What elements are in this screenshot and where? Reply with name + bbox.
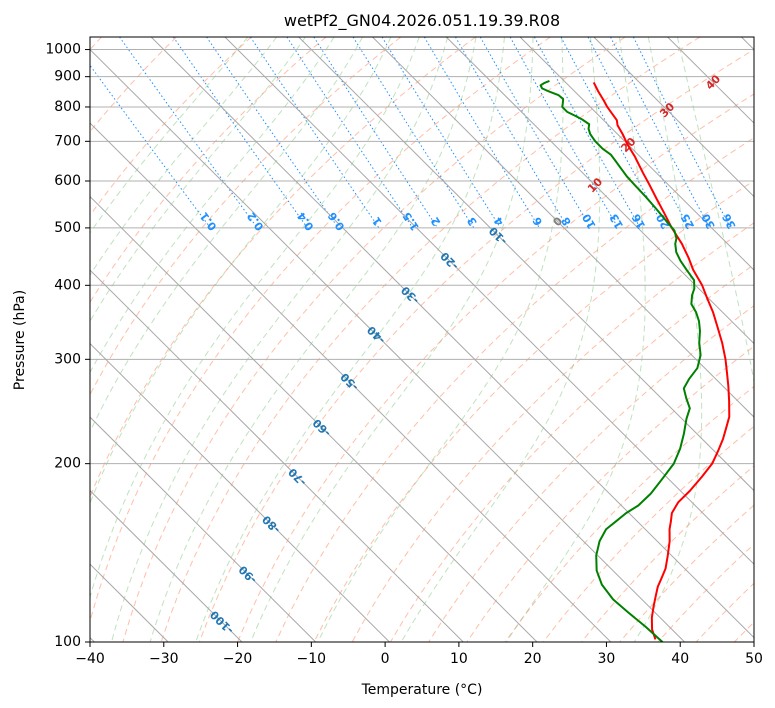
mixing-ratio-line — [206, 37, 339, 229]
isotherm-line — [445, 37, 754, 345]
moist-adiabat-line — [400, 37, 601, 642]
moist-adiabat-line — [90, 37, 249, 234]
mixing-ratio-line — [632, 37, 732, 229]
x-tick-label: −10 — [297, 651, 327, 667]
mixing-ratio-line — [313, 37, 438, 229]
isotherm-line — [90, 122, 612, 642]
moist-adiabat-line — [90, 37, 335, 374]
dry-adiabats — [90, 37, 754, 642]
y-tick-label: 400 — [54, 277, 81, 293]
moist-adiabat-line — [90, 37, 306, 323]
y-tick-label: 200 — [54, 456, 81, 472]
mixing-ratio-line — [119, 37, 258, 229]
x-tick-label: 50 — [745, 651, 763, 667]
y-tick-label: 700 — [54, 133, 81, 149]
x-tick-label: 30 — [598, 651, 616, 667]
moist-adiabat-line — [676, 37, 754, 385]
isotherm-line — [90, 489, 243, 642]
isotherm-line — [224, 37, 754, 565]
y-tick-label: 300 — [54, 351, 81, 367]
dry-adiabat-line — [313, 180, 754, 642]
y-axis-label: Pressure (hPa) — [12, 290, 28, 390]
moist-adiabat-line — [505, 37, 646, 642]
isotherm-line — [298, 37, 754, 492]
mixing-ratio-label: 25 — [678, 211, 697, 231]
data-series — [539, 80, 731, 642]
x-tick-label: 10 — [450, 651, 468, 667]
mixing-ratio-line — [90, 64, 211, 229]
plot-frame — [89, 36, 755, 643]
y-axis-ticks: 100 200 300 400 500 600 700 800 900 1000 — [45, 42, 90, 650]
y-tick-label: 500 — [54, 220, 81, 236]
mixing-ratio-line — [172, 37, 308, 229]
dry-adiabat-line — [122, 37, 626, 642]
dry-adiabat-line — [160, 37, 701, 642]
y-tick-label: 600 — [54, 173, 81, 189]
isotherm-line — [593, 37, 754, 198]
dry-adiabat-line — [90, 37, 252, 217]
temperature-profile-line — [592, 81, 731, 640]
mixing-ratio-line — [560, 37, 665, 229]
y-tick-label: 900 — [54, 69, 81, 85]
moist-adiabat-line — [111, 37, 449, 642]
moist-adiabat-line — [149, 37, 477, 642]
moist-adiabat-line — [633, 37, 703, 642]
dry-adiabat-line — [275, 137, 754, 642]
isotherm-gridlines — [90, 37, 754, 642]
isotherm-line — [90, 342, 390, 642]
y-tick-label: 1000 — [45, 42, 81, 58]
dry-adiabat-line — [90, 37, 327, 304]
mixing-ratio-lines — [90, 37, 732, 229]
mixing-ratio-line — [509, 37, 619, 229]
moist-adiabat-line — [250, 37, 534, 642]
dry-adiabat-line — [198, 48, 754, 642]
x-tick-label: −20 — [223, 651, 253, 667]
mixing-ratio-line — [352, 37, 475, 229]
y-tick-label: 800 — [54, 99, 81, 115]
moist-adiabat-line — [90, 37, 363, 433]
isotherm-line — [90, 195, 538, 642]
x-tick-label: −40 — [75, 651, 105, 667]
x-tick-label: 40 — [671, 651, 689, 667]
mixing-ratio-line — [533, 37, 641, 229]
x-axis-label: Temperature (°C) — [361, 682, 483, 698]
dewpoint-profile-line — [539, 80, 702, 642]
mixing-ratio-line — [381, 37, 501, 229]
isotherm-line — [372, 37, 754, 418]
x-tick-label: 20 — [524, 651, 542, 667]
mixing-ratio-line — [250, 37, 380, 229]
dry-adiabat-line — [504, 385, 754, 642]
dry-adiabat-line — [90, 37, 551, 624]
mixing-ratio-line — [423, 37, 540, 229]
isotherm-line — [519, 37, 754, 271]
x-tick-label: −30 — [149, 651, 179, 667]
x-tick-label: 0 — [381, 651, 390, 667]
moist-adiabat-line — [90, 37, 392, 505]
moist-adiabat-line — [195, 37, 505, 642]
moist-adiabats — [90, 37, 754, 642]
isotherm-line — [150, 37, 754, 639]
chart-title: wetPf2_GN04.2026.051.19.39.R08 — [284, 11, 560, 31]
x-axis-ticks: −40 −30 −20 −10 0 10 20 30 40 50 — [75, 642, 763, 667]
dry-adiabat-line — [237, 93, 754, 642]
moist-adiabat-line — [90, 37, 278, 276]
isobar-gridlines — [90, 49, 754, 642]
moist-adiabat-line — [90, 37, 420, 599]
dry-adiabat-line — [466, 345, 754, 642]
isotherm-line — [90, 416, 317, 642]
y-tick-label: 100 — [54, 634, 81, 650]
isotherm-line — [90, 48, 685, 642]
mixing-ratio-label: 36 — [720, 211, 739, 231]
mixing-ratio-line — [286, 37, 414, 229]
isotherm-line — [90, 269, 464, 642]
